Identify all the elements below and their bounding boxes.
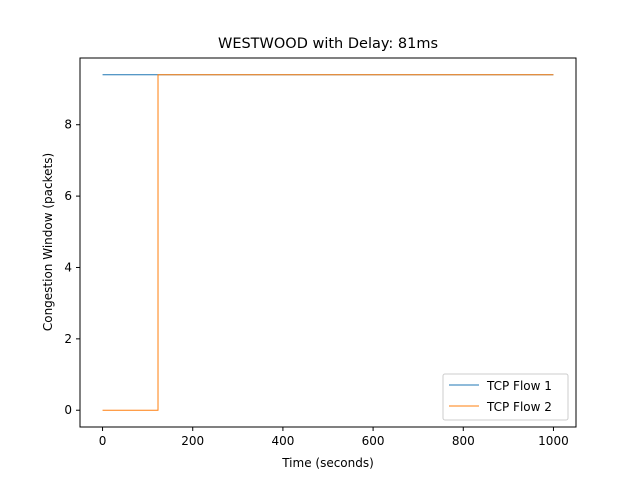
x-tick-label: 200	[181, 434, 204, 448]
series-line-flow-2	[102, 74, 554, 411]
plot-area	[79, 57, 577, 428]
x-tick-label: 600	[362, 434, 385, 448]
chart-title: WESTWOOD with Delay: 81ms	[218, 36, 438, 52]
x-axis-title: Time (seconds)	[281, 456, 374, 470]
x-tick-label: 400	[271, 434, 294, 448]
y-axis: 0 2 4 6 8	[64, 118, 80, 417]
y-tick-label: 2	[64, 332, 72, 346]
y-tick-label: 6	[64, 189, 72, 203]
legend-label-flow-1: TCP Flow 1	[486, 379, 552, 393]
plot-frame	[79, 57, 577, 428]
x-tick-label: 800	[452, 434, 475, 448]
x-axis: 0 200 400 600 800 1000	[99, 427, 569, 448]
x-tick-label: 0	[99, 434, 107, 448]
y-tick-label: 4	[64, 260, 72, 274]
y-axis-title: Congestion Window (packets)	[41, 153, 55, 331]
legend-label-flow-2: TCP Flow 2	[486, 400, 552, 414]
y-tick-label: 0	[64, 403, 72, 417]
series-layer	[102, 74, 554, 411]
legend: TCP Flow 1 TCP Flow 2	[442, 373, 569, 421]
x-tick-label: 1000	[538, 434, 569, 448]
y-tick-label: 8	[64, 118, 72, 132]
